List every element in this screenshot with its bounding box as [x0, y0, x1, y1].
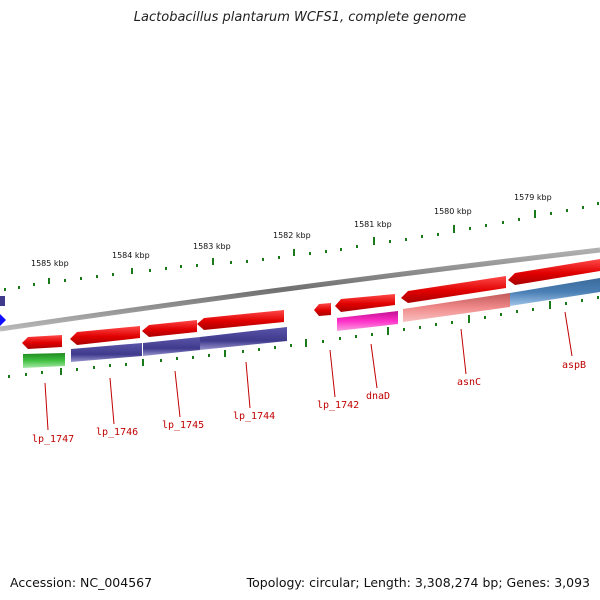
gene-label: lp_1747: [32, 434, 74, 445]
gene-arrow: [197, 310, 284, 330]
gene-arrow: [22, 335, 62, 349]
gene-arrow: [508, 259, 600, 285]
inner-track-lower-genes: [23, 278, 600, 368]
gene-callout-lines: [44, 311, 573, 431]
gene-block-navy: [200, 327, 287, 350]
genome-summary-text: Topology: circular; Length: 3,308,274 bp…: [246, 575, 590, 590]
partial-feature-left: [0, 296, 5, 306]
scale-label: 1580 kbp: [434, 207, 472, 216]
gene-arrow: [335, 294, 395, 312]
outer-scale-ticks: [4, 202, 599, 291]
forward-strand-genes: [314, 259, 600, 316]
gene-label: dnaD: [366, 391, 390, 402]
map-title: Lactobacillus plantarum WCFS1, complete …: [133, 10, 467, 25]
accession-text: Accession: NC_004567: [10, 575, 153, 590]
scale-label: 1581 kbp: [354, 220, 392, 229]
scale-label: 1579 kbp: [514, 193, 552, 202]
scale-label: 1585 kbp: [31, 259, 69, 268]
gene-label: lp_1746: [96, 427, 138, 438]
gene-label: asnC: [457, 377, 481, 388]
gene-arrow: [401, 276, 506, 303]
gene-arrow: [70, 326, 140, 345]
scale-label: 1582 kbp: [273, 231, 311, 240]
gene-arrow: [314, 303, 331, 316]
major-tick: [48, 278, 50, 284]
inner-track-red-genes: [22, 310, 284, 349]
inner-scale-ticks: [8, 296, 599, 378]
gene-block-magenta: [337, 311, 398, 331]
gene-block-steel: [510, 278, 600, 306]
scale-label: 1583 kbp: [193, 242, 231, 251]
marker-feature-left: [0, 314, 6, 326]
gene-arrow: [142, 320, 197, 337]
scale-label: 1584 kbp: [112, 251, 150, 260]
gene-label: lp_1744: [233, 411, 275, 422]
gene-block-navy: [71, 343, 142, 362]
gene-label: lp_1745: [162, 420, 204, 431]
gene-block-salmon: [403, 293, 510, 322]
gene-block-green: [23, 353, 65, 368]
genome-backbone: [0, 247, 600, 332]
gene-label: lp_1742: [317, 400, 359, 411]
gene-label: aspB: [562, 360, 586, 371]
gene-block-navy: [143, 337, 200, 356]
